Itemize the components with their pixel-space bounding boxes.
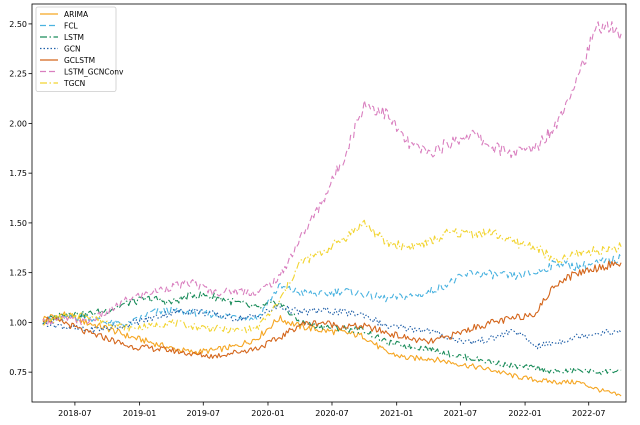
legend-label: GCN [64, 45, 81, 54]
legend-label: GCLSTM [64, 56, 95, 65]
x-tick-label: 2022-07 [572, 409, 605, 418]
series-layer [42, 21, 622, 397]
x-tick-label: 2021-01 [380, 409, 413, 418]
x-axis: 2018-07 2019-01 2019-07 2020-01 2020-07 2021-… [58, 402, 605, 418]
legend: ARIMA FCL LSTM GCN GCLSTM LSTM_GCNConv TGCN [35, 6, 124, 92]
y-axis: 0.75 1.00 1.25 1.50 1.75 2.00 2.25 2.50 [9, 20, 32, 377]
y-tick-label: 2.50 [9, 20, 27, 29]
y-tick-label: 1.25 [9, 269, 27, 278]
x-tick-label: 2020-07 [315, 409, 348, 418]
y-tick-label: 0.75 [9, 368, 27, 377]
legend-label: LSTM [64, 33, 84, 42]
legend-box [35, 6, 117, 92]
x-tick-label: 2019-07 [187, 409, 220, 418]
y-tick-label: 1.00 [9, 318, 27, 327]
legend-label: TGCN [63, 79, 85, 88]
series-line-lstm-gcnconv [42, 21, 622, 326]
series-line-gclstm [42, 260, 622, 359]
legend-label: FCL [64, 22, 79, 31]
series-line-gcn [42, 304, 622, 350]
series-line-lstm [42, 291, 622, 376]
x-tick-label: 2021-07 [444, 409, 477, 418]
series-line-tgcn [42, 219, 622, 334]
legend-label: ARIMA [64, 10, 89, 19]
y-tick-label: 2.25 [9, 70, 27, 79]
series-line-arima [42, 311, 622, 397]
y-tick-label: 1.50 [9, 219, 27, 228]
y-tick-label: 2.00 [9, 119, 27, 128]
x-tick-label: 2019-01 [123, 409, 156, 418]
y-tick-label: 1.75 [9, 169, 27, 178]
legend-label: LSTM_GCNConv [64, 68, 124, 77]
x-tick-label: 2020-01 [251, 409, 284, 418]
x-tick-label: 2022-01 [508, 409, 541, 418]
x-tick-label: 2018-07 [58, 409, 91, 418]
plot-area-frame [31, 3, 627, 403]
